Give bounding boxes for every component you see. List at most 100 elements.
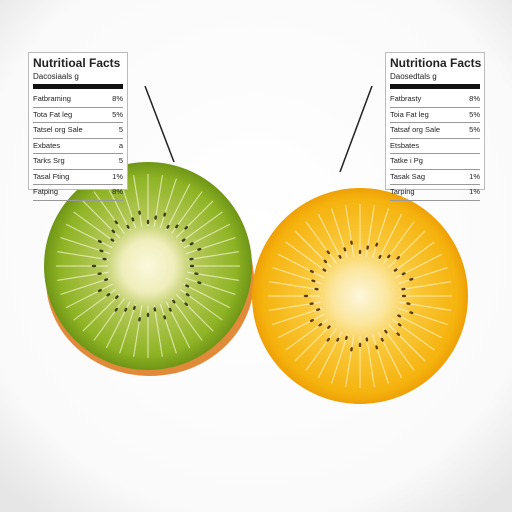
seed [401, 287, 406, 291]
fruit-ray [185, 277, 236, 296]
row-name: Tatke i Pg [390, 156, 423, 165]
seed [327, 325, 331, 329]
seed [115, 295, 119, 299]
fruit-ray [294, 323, 333, 362]
seed [366, 245, 369, 250]
label-row: Fatbraming 8% [33, 92, 123, 108]
fruit-ray [185, 236, 236, 255]
label-row: Fatbrasty 8% [390, 92, 480, 108]
seed [396, 332, 400, 336]
seed [106, 293, 111, 297]
fruit-ray [73, 211, 116, 243]
fruit-ray [387, 230, 426, 269]
label-subtitle: Dacosiaals g [33, 72, 123, 89]
seed [365, 337, 369, 342]
row-value: 8% [112, 94, 123, 103]
fruit-ray [377, 213, 403, 261]
seed [184, 302, 188, 306]
pointer-line [339, 85, 373, 173]
fruit-ray [397, 307, 448, 326]
row-name: Exbates [33, 140, 61, 150]
seed [387, 254, 391, 259]
label-row: Exbates a [33, 139, 123, 154]
fruit-ray [305, 221, 337, 264]
fruit-ray [175, 200, 214, 239]
fruit-ray [397, 266, 448, 285]
seed [397, 314, 402, 318]
fruit-ray [93, 298, 125, 341]
row-value: 5 [118, 125, 123, 134]
seed [111, 229, 116, 234]
seed [99, 249, 104, 253]
fruit-ray [395, 313, 443, 339]
seed [345, 335, 348, 340]
label-row: Tatsaf org Sale 5% [390, 123, 480, 139]
fruit-ray [277, 313, 325, 339]
fruit-ray [133, 175, 143, 227]
seed [303, 294, 309, 298]
seed [326, 250, 330, 255]
fruit-ray [60, 277, 111, 296]
seed [114, 307, 118, 312]
seed [163, 315, 167, 320]
seed [375, 242, 379, 247]
fruit-ray [371, 333, 390, 384]
seed [197, 247, 202, 251]
fruit-ray [345, 335, 355, 387]
label-row: Tota Fat leg 5% [33, 108, 123, 123]
seed [102, 257, 107, 261]
fruit-ray [277, 253, 325, 279]
seed [401, 294, 407, 298]
seed [163, 212, 167, 217]
fruit-ray [57, 251, 109, 261]
label-row: Tarping 1% [390, 185, 480, 201]
label-row: Tarks Srg 5 [33, 154, 123, 170]
seed [146, 312, 150, 318]
seed [397, 323, 402, 327]
seed [153, 307, 157, 312]
row-value: 5% [469, 125, 480, 134]
pointer-line [144, 85, 175, 163]
fruit-ray [305, 328, 337, 371]
fruit-ray [118, 303, 137, 354]
fruit-ray [93, 191, 125, 234]
seed [154, 215, 157, 220]
fruit-ray [183, 283, 231, 309]
row-name: Tarks Srg [33, 156, 65, 165]
seed [393, 268, 398, 272]
row-value: 1% [112, 171, 123, 181]
seed [338, 254, 342, 259]
fruit-ray [165, 183, 191, 231]
seed [110, 238, 115, 242]
fruit-ray [387, 323, 426, 362]
seed [401, 272, 406, 276]
label-row: Tasal Fting 1% [33, 170, 123, 185]
row-value: 5% [112, 109, 123, 119]
seed [375, 345, 379, 350]
seed [396, 256, 400, 260]
fruit-ray [383, 328, 415, 371]
row-name: Etsbates [390, 140, 420, 150]
row-value: 8% [112, 187, 123, 196]
seed [97, 240, 102, 243]
seed [138, 317, 141, 322]
label-row: Etsbates [390, 139, 480, 154]
seed [97, 289, 102, 292]
seed [131, 217, 135, 222]
row-name: Tasak Sag [390, 171, 426, 181]
seed [189, 264, 195, 268]
seed [146, 219, 150, 225]
fruit-ray [175, 293, 214, 332]
fruit-ray [330, 333, 349, 384]
seed [314, 287, 319, 291]
row-name: Tota Fat leg [33, 109, 73, 119]
fruit-ray [159, 303, 178, 354]
seed [184, 226, 188, 230]
label-row: Tasak Sag 1% [390, 170, 480, 185]
seed [406, 302, 411, 305]
seed [114, 220, 118, 225]
seed [323, 259, 328, 264]
seed [175, 224, 179, 229]
seed [336, 337, 340, 342]
